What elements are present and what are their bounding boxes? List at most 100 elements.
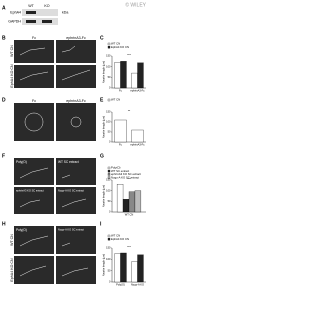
y-tick-label: 0 (109, 210, 111, 214)
micrograph (14, 65, 54, 88)
bar (134, 190, 142, 213)
legend-label: Poly(O) (111, 166, 121, 170)
blot (22, 9, 58, 16)
micrograph (14, 103, 54, 141)
y-tick-label: 100 (106, 188, 111, 192)
explant (24, 112, 44, 132)
legend-label: Nogo-A KO SC extract (111, 175, 139, 179)
y-tick-label: 150 (106, 246, 111, 250)
band-label: EphA4 (10, 10, 21, 14)
figure: © WILEY EphA4 GAPDH WT KO kDa Fc ephrinA… (2, 1, 147, 287)
neurite (61, 45, 76, 53)
panel-label: Poly(O) (16, 228, 27, 232)
panel-letter: E (100, 97, 104, 103)
legend-label: WT CN (111, 98, 120, 102)
legend-label: ephrinA3 KO SC extract (111, 172, 141, 176)
panel-letter: B (2, 35, 6, 41)
panel-letter: D (2, 97, 6, 103)
row-label: WT CN (10, 234, 14, 246)
band (26, 11, 36, 14)
panel-letter: C (100, 35, 104, 41)
micrograph (56, 187, 96, 214)
row-label: EphA4 KO CN (10, 258, 14, 282)
bar (128, 191, 136, 213)
y-tick-label: 50 (108, 268, 111, 272)
column-label: Fc (32, 99, 36, 103)
neurite (61, 242, 71, 247)
y-tick-label: 100 (106, 257, 111, 261)
bar (114, 253, 121, 283)
panel-letter: I (100, 221, 102, 227)
neurite (61, 198, 87, 208)
explant (70, 116, 82, 128)
x-tick-label: Fc (119, 143, 123, 147)
annotation: *** (127, 53, 131, 57)
legend-label: EphA4 KO CN (111, 237, 129, 241)
legend-swatch (107, 98, 111, 102)
y-tick-label: 50 (108, 199, 111, 203)
watermark: © WILEY (125, 1, 146, 8)
legend-swatch (107, 176, 111, 179)
column-label: ephrinA3-Fc (66, 36, 86, 40)
panel-letter: H (2, 221, 6, 227)
y-axis-label: Neurite length (μm) (102, 254, 106, 276)
legend-label: WT CN (111, 42, 120, 46)
image-grid: Poly(O) Nogo-A KO SC extract WT CN EphA4… (10, 226, 96, 284)
neurite (61, 69, 91, 81)
micrograph (56, 40, 96, 63)
y-tick-label: 100 (106, 64, 111, 68)
y-tick-label: 0 (109, 86, 111, 90)
neurite (61, 174, 71, 179)
legend-swatch (107, 234, 111, 238)
bar (137, 62, 144, 89)
micrograph (14, 40, 54, 63)
band (42, 20, 52, 23)
bar (116, 184, 124, 213)
bar (122, 199, 130, 213)
bar (120, 61, 127, 89)
lane-label: WT (28, 4, 34, 8)
y-tick-label: 100 (106, 120, 111, 124)
bar (114, 62, 121, 89)
annotation: ** (128, 109, 131, 113)
micrograph (14, 226, 54, 254)
column-label: ephrinA3-Fc (66, 99, 86, 103)
panel-letter: F (2, 153, 5, 159)
row-label: EphA4 KO CN (10, 64, 14, 88)
bar (114, 119, 127, 143)
legend-swatch (107, 173, 111, 176)
neurite (61, 267, 89, 277)
legend-swatch (107, 46, 111, 49)
micrograph (14, 256, 54, 284)
y-tick-label: 0 (109, 280, 111, 284)
legend-swatch (107, 42, 111, 46)
y-tick-label: 150 (106, 110, 111, 114)
neurite (19, 47, 46, 56)
size-label: kDa (62, 10, 68, 14)
neurite (19, 167, 49, 179)
lane-label: KO (44, 4, 49, 8)
micrograph (56, 65, 96, 88)
image-grid: Poly(O) WT SC extract ephrinA3 KO SC ext… (14, 158, 96, 214)
image-grid: Fc ephrinA3-Fc WT CN EphA4 KO CN (10, 36, 96, 88)
column-label: Fc (32, 36, 36, 40)
blot (22, 18, 58, 25)
panel-letter: G (100, 153, 104, 159)
micrograph (14, 187, 54, 214)
x-tick-label: ephrinA3-Fc (130, 143, 145, 147)
legend-swatch (107, 238, 111, 241)
panel-label: Nogo-A KO SC extract (58, 228, 84, 232)
band-label: GAPDH (8, 19, 21, 23)
micrograph (56, 103, 96, 141)
legend-swatch (107, 170, 111, 173)
image-row: Fc ephrinA3-Fc (14, 99, 96, 141)
annotation: *** (127, 245, 131, 249)
y-axis-label: Neurite length (μm) (102, 116, 106, 138)
x-tick-label: WT CN (125, 213, 134, 217)
bar (137, 254, 144, 283)
panel-label: ephrinA3 KO SC extract (16, 189, 44, 193)
y-axis-label: Neurite length (μm) (102, 185, 106, 207)
bar (120, 252, 127, 283)
x-tick-label: Nogo-A KO (131, 283, 144, 287)
legend-label: EphA4 KO CN (111, 45, 129, 49)
